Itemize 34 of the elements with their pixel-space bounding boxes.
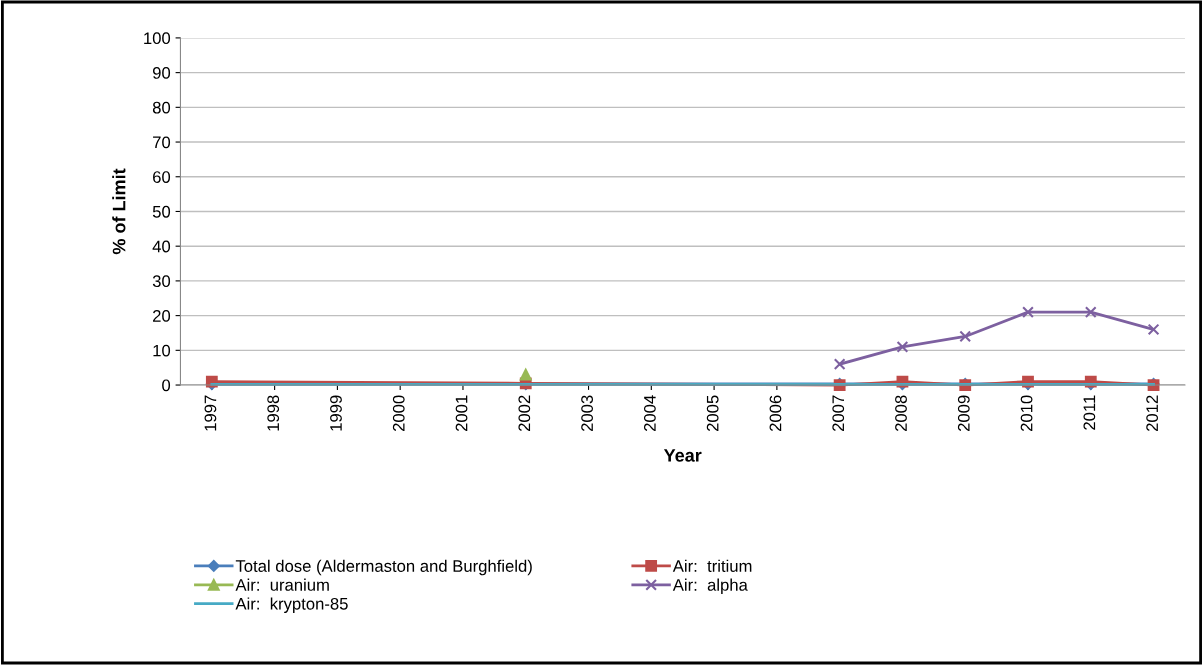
x-tick-label: 2008 [895,395,907,431]
x-tick-label: 2001 [455,395,468,431]
x-tick-label: 2004 [643,395,656,431]
x-tick-label: 2002 [518,395,531,431]
legend-label: Air: tritium [672,559,752,572]
x-tick-label: 1998 [267,395,280,431]
x-axis-title: Year [663,449,702,462]
x-tick-label: 2006 [769,395,782,431]
legend-label: Air: uranium [235,578,329,591]
legend-label: Air: alpha [672,578,748,595]
y-tick-label: 90 [152,67,171,79]
y-tick-label: 0 [162,379,171,392]
y-tick-label: 10 [153,344,171,357]
x-tick-label: 2011 [1083,395,1096,430]
y-tick-label: 30 [152,275,171,288]
legend-label: Air: krypton-85 [235,597,348,613]
y-tick-label: 50 [152,205,171,218]
x-tick-label: 2003 [581,395,593,431]
y-axis-title: % of Limit [112,168,126,255]
y-tick-label: 60 [153,171,171,183]
x-tick-label: 2005 [706,395,719,431]
x-tick-label: 2009 [957,395,970,431]
legend-label: Total dose (Aldermaston and Burghfield) [235,559,532,576]
y-tick-label: 40 [152,240,171,253]
x-tick-label: 1999 [330,395,342,431]
x-tick-label: 1997 [204,395,217,431]
x-tick-label: 2010 [1020,395,1033,431]
y-tick-label: 20 [153,310,171,322]
y-tick-label: 100 [144,32,171,45]
y-tick-label: 80 [152,101,171,114]
y-tick-label: 70 [153,136,171,149]
x-tick-label: 2000 [392,395,405,431]
x-tick-label: 2012 [1146,395,1159,431]
x-tick-label: 2007 [832,395,845,431]
